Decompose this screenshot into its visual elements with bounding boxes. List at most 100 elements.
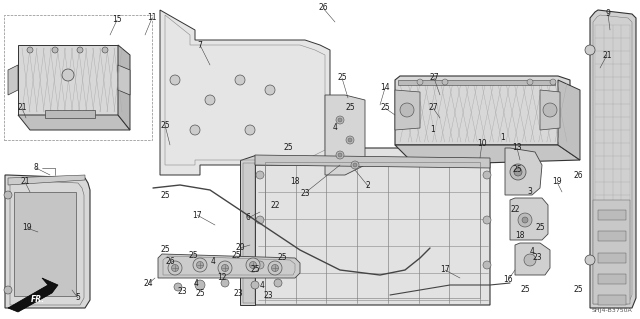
Circle shape — [543, 103, 557, 117]
Text: 14: 14 — [380, 84, 390, 93]
Polygon shape — [18, 115, 130, 130]
Text: 23: 23 — [233, 290, 243, 299]
Polygon shape — [598, 295, 626, 305]
Text: 25: 25 — [160, 190, 170, 199]
Text: 19: 19 — [22, 224, 32, 233]
Circle shape — [338, 118, 342, 122]
Circle shape — [518, 213, 532, 227]
Circle shape — [348, 138, 352, 142]
Text: 25: 25 — [573, 286, 583, 294]
Circle shape — [514, 168, 522, 176]
Text: 20: 20 — [235, 243, 245, 253]
Circle shape — [193, 258, 207, 272]
Text: 25: 25 — [512, 166, 522, 174]
Text: 4: 4 — [260, 280, 264, 290]
Circle shape — [170, 75, 180, 85]
Text: 25: 25 — [535, 224, 545, 233]
Circle shape — [4, 286, 12, 294]
Polygon shape — [590, 10, 636, 308]
Polygon shape — [158, 254, 300, 278]
Circle shape — [271, 264, 278, 271]
Circle shape — [174, 283, 182, 291]
Polygon shape — [598, 210, 626, 220]
Circle shape — [172, 264, 179, 271]
Circle shape — [246, 258, 260, 272]
Text: 27: 27 — [429, 73, 439, 83]
Text: 12: 12 — [217, 273, 227, 283]
Text: 4: 4 — [193, 279, 198, 288]
Circle shape — [52, 47, 58, 53]
Circle shape — [77, 47, 83, 53]
Circle shape — [221, 279, 229, 287]
Text: 7: 7 — [198, 41, 202, 49]
Text: 23: 23 — [300, 189, 310, 197]
Circle shape — [62, 69, 74, 81]
Circle shape — [550, 79, 556, 85]
Text: 17: 17 — [192, 211, 202, 219]
Text: 16: 16 — [503, 276, 513, 285]
Polygon shape — [45, 110, 95, 118]
Polygon shape — [395, 90, 420, 130]
Circle shape — [417, 79, 423, 85]
Polygon shape — [8, 278, 58, 312]
Text: 19: 19 — [552, 177, 562, 187]
Text: 18: 18 — [515, 231, 525, 240]
Circle shape — [27, 47, 33, 53]
Circle shape — [102, 47, 108, 53]
Circle shape — [510, 164, 526, 180]
Polygon shape — [18, 45, 118, 115]
Polygon shape — [5, 175, 90, 308]
Polygon shape — [598, 253, 626, 263]
Circle shape — [336, 116, 344, 124]
Text: 25: 25 — [520, 286, 530, 294]
Polygon shape — [593, 200, 630, 304]
Text: 21: 21 — [602, 50, 612, 60]
Text: SHJ4-B3750A: SHJ4-B3750A — [591, 308, 632, 313]
Circle shape — [265, 85, 275, 95]
Circle shape — [221, 264, 228, 271]
Text: 25: 25 — [277, 254, 287, 263]
Polygon shape — [255, 155, 490, 168]
Text: 22: 22 — [510, 205, 520, 214]
Text: 25: 25 — [380, 103, 390, 113]
Text: 26: 26 — [165, 257, 175, 266]
Polygon shape — [118, 65, 130, 95]
Text: 25: 25 — [337, 73, 347, 83]
Circle shape — [205, 95, 215, 105]
Circle shape — [245, 125, 255, 135]
Circle shape — [4, 191, 12, 199]
Polygon shape — [505, 148, 542, 195]
Text: 25: 25 — [250, 265, 260, 275]
Polygon shape — [515, 243, 550, 275]
Circle shape — [196, 262, 204, 269]
Polygon shape — [160, 10, 330, 175]
Polygon shape — [243, 163, 255, 303]
Text: 9: 9 — [605, 10, 611, 19]
Circle shape — [256, 171, 264, 179]
Text: 8: 8 — [34, 164, 38, 173]
Polygon shape — [395, 145, 580, 165]
Circle shape — [524, 254, 536, 266]
Text: 21: 21 — [17, 103, 27, 113]
Polygon shape — [558, 80, 580, 160]
Text: 1: 1 — [500, 133, 506, 143]
Polygon shape — [398, 80, 555, 85]
Circle shape — [585, 255, 595, 265]
Polygon shape — [118, 45, 130, 130]
Circle shape — [483, 261, 491, 269]
Text: 10: 10 — [477, 138, 487, 147]
Text: 25: 25 — [188, 250, 198, 259]
Text: 26: 26 — [573, 170, 583, 180]
Circle shape — [585, 45, 595, 55]
Polygon shape — [395, 76, 570, 145]
Polygon shape — [598, 231, 626, 241]
Circle shape — [400, 103, 414, 117]
Text: 26: 26 — [318, 4, 328, 12]
Polygon shape — [598, 274, 626, 284]
Circle shape — [522, 217, 528, 223]
Circle shape — [256, 216, 264, 224]
Circle shape — [483, 171, 491, 179]
Text: 23: 23 — [263, 291, 273, 300]
Text: 11: 11 — [147, 13, 157, 23]
Text: 25: 25 — [160, 246, 170, 255]
